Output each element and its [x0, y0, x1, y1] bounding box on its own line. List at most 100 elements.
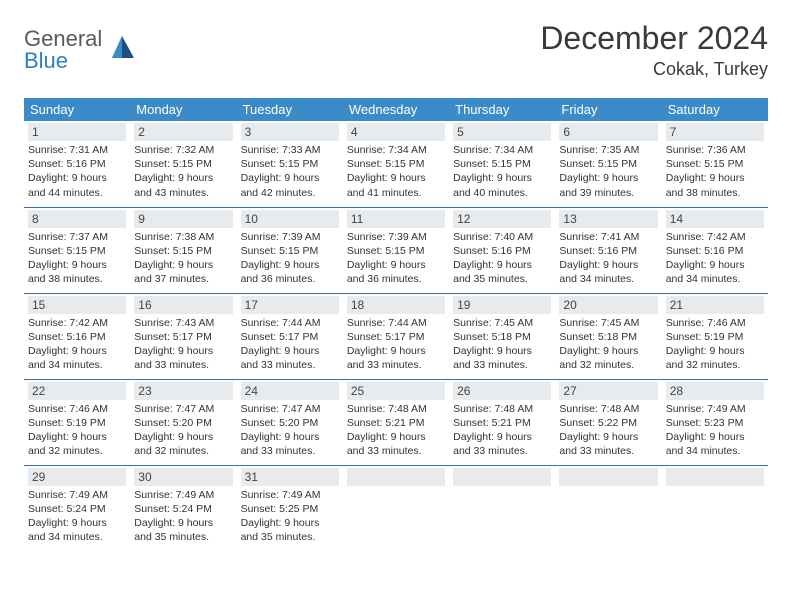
day-number: 6: [559, 123, 657, 141]
daylight-text-1: Daylight: 9 hours: [241, 171, 339, 185]
daylight-text-2: and 32 minutes.: [666, 358, 764, 372]
sunrise-text: Sunrise: 7:47 AM: [241, 402, 339, 416]
week-row: 22Sunrise: 7:46 AMSunset: 5:19 PMDayligh…: [24, 379, 768, 465]
daylight-text-1: Daylight: 9 hours: [241, 516, 339, 530]
daylight-text-2: and 34 minutes.: [666, 444, 764, 458]
sunrise-text: Sunrise: 7:49 AM: [666, 402, 764, 416]
header: General Blue December 2024 Cokak, Turkey: [24, 20, 768, 80]
day-number: 17: [241, 296, 339, 314]
sunrise-text: Sunrise: 7:49 AM: [241, 488, 339, 502]
day-header: Monday: [130, 98, 236, 121]
day-cell: [555, 465, 661, 551]
day-number: 15: [28, 296, 126, 314]
sunrise-text: Sunrise: 7:34 AM: [347, 143, 445, 157]
day-info: Sunrise: 7:32 AMSunset: 5:15 PMDaylight:…: [134, 143, 232, 200]
day-cell: 11Sunrise: 7:39 AMSunset: 5:15 PMDayligh…: [343, 207, 449, 293]
daylight-text-1: Daylight: 9 hours: [28, 516, 126, 530]
daylight-text-2: and 34 minutes.: [28, 530, 126, 544]
daylight-text-1: Daylight: 9 hours: [241, 430, 339, 444]
sunset-text: Sunset: 5:15 PM: [453, 157, 551, 171]
day-header: Thursday: [449, 98, 555, 121]
day-info: Sunrise: 7:48 AMSunset: 5:22 PMDaylight:…: [559, 402, 657, 459]
day-info: Sunrise: 7:46 AMSunset: 5:19 PMDaylight:…: [28, 402, 126, 459]
day-number: 4: [347, 123, 445, 141]
calendar-table: SundayMondayTuesdayWednesdayThursdayFrid…: [24, 98, 768, 551]
day-cell: 10Sunrise: 7:39 AMSunset: 5:15 PMDayligh…: [237, 207, 343, 293]
day-info: Sunrise: 7:46 AMSunset: 5:19 PMDaylight:…: [666, 316, 764, 373]
day-cell: 22Sunrise: 7:46 AMSunset: 5:19 PMDayligh…: [24, 379, 130, 465]
daylight-text-2: and 38 minutes.: [666, 186, 764, 200]
daylight-text-2: and 33 minutes.: [453, 358, 551, 372]
day-number: 28: [666, 382, 764, 400]
daylight-text-1: Daylight: 9 hours: [453, 171, 551, 185]
day-number: 23: [134, 382, 232, 400]
sunrise-text: Sunrise: 7:49 AM: [134, 488, 232, 502]
sunset-text: Sunset: 5:16 PM: [453, 244, 551, 258]
daylight-text-1: Daylight: 9 hours: [134, 516, 232, 530]
title-block: December 2024 Cokak, Turkey: [540, 20, 768, 80]
day-number: 7: [666, 123, 764, 141]
sunrise-text: Sunrise: 7:42 AM: [28, 316, 126, 330]
sunset-text: Sunset: 5:21 PM: [453, 416, 551, 430]
day-number: 25: [347, 382, 445, 400]
day-cell: 25Sunrise: 7:48 AMSunset: 5:21 PMDayligh…: [343, 379, 449, 465]
sunrise-text: Sunrise: 7:37 AM: [28, 230, 126, 244]
daylight-text-2: and 34 minutes.: [559, 272, 657, 286]
week-row: 8Sunrise: 7:37 AMSunset: 5:15 PMDaylight…: [24, 207, 768, 293]
day-number: 29: [28, 468, 126, 486]
daylight-text-1: Daylight: 9 hours: [241, 344, 339, 358]
day-info: Sunrise: 7:49 AMSunset: 5:24 PMDaylight:…: [134, 488, 232, 545]
day-info: Sunrise: 7:37 AMSunset: 5:15 PMDaylight:…: [28, 230, 126, 287]
week-row: 29 Sunrise: 7:49 AMSunset: 5:24 PMDayligh…: [24, 465, 768, 551]
sunset-text: Sunset: 5:16 PM: [559, 244, 657, 258]
day-number: 13: [559, 210, 657, 228]
logo-text: General Blue: [24, 28, 102, 72]
sunrise-text: Sunrise: 7:38 AM: [134, 230, 232, 244]
day-cell: 16Sunrise: 7:43 AMSunset: 5:17 PMDayligh…: [130, 293, 236, 379]
day-number: 18: [347, 296, 445, 314]
day-header-row: SundayMondayTuesdayWednesdayThursdayFrid…: [24, 98, 768, 121]
daylight-text-1: Daylight: 9 hours: [453, 258, 551, 272]
day-number: 20: [559, 296, 657, 314]
daylight-text-1: Daylight: 9 hours: [347, 430, 445, 444]
daylight-text-1: Daylight: 9 hours: [241, 258, 339, 272]
day-info: Sunrise: 7:48 AMSunset: 5:21 PMDaylight:…: [453, 402, 551, 459]
sunset-text: Sunset: 5:15 PM: [241, 244, 339, 258]
daylight-text-1: Daylight: 9 hours: [453, 344, 551, 358]
daylight-text-2: and 33 minutes.: [134, 358, 232, 372]
daylight-text-2: and 33 minutes.: [241, 444, 339, 458]
sunset-text: Sunset: 5:15 PM: [28, 244, 126, 258]
day-info: Sunrise: 7:36 AMSunset: 5:15 PMDaylight:…: [666, 143, 764, 200]
day-info: Sunrise: 7:35 AMSunset: 5:15 PMDaylight:…: [559, 143, 657, 200]
day-cell: 27Sunrise: 7:48 AMSunset: 5:22 PMDayligh…: [555, 379, 661, 465]
sunrise-text: Sunrise: 7:33 AM: [241, 143, 339, 157]
day-number: 1: [28, 123, 126, 141]
sunrise-text: Sunrise: 7:49 AM: [28, 488, 126, 502]
logo: General Blue: [24, 28, 138, 72]
daylight-text-2: and 34 minutes.: [28, 358, 126, 372]
day-number: 11: [347, 210, 445, 228]
day-cell: 29Sunrise: 7:49 AMSunset: 5:24 PMDayligh…: [24, 465, 130, 551]
day-cell: 6 Sunrise: 7:35 AMSunset: 5:15 PMDaylight…: [555, 121, 661, 207]
sunset-text: Sunset: 5:15 PM: [559, 157, 657, 171]
sunset-text: Sunset: 5:25 PM: [241, 502, 339, 516]
sunrise-text: Sunrise: 7:48 AM: [559, 402, 657, 416]
day-number: [347, 468, 445, 486]
day-number: 5: [453, 123, 551, 141]
daylight-text-1: Daylight: 9 hours: [134, 258, 232, 272]
sunrise-text: Sunrise: 7:36 AM: [666, 143, 764, 157]
daylight-text-2: and 35 minutes.: [241, 530, 339, 544]
daylight-text-1: Daylight: 9 hours: [666, 171, 764, 185]
daylight-text-2: and 44 minutes.: [28, 186, 126, 200]
sunset-text: Sunset: 5:17 PM: [134, 330, 232, 344]
day-cell: [662, 465, 768, 551]
day-info: Sunrise: 7:44 AMSunset: 5:17 PMDaylight:…: [241, 316, 339, 373]
daylight-text-2: and 33 minutes.: [559, 444, 657, 458]
daylight-text-2: and 40 minutes.: [453, 186, 551, 200]
sail-icon: [108, 34, 138, 67]
sunrise-text: Sunrise: 7:46 AM: [666, 316, 764, 330]
day-info: Sunrise: 7:49 AMSunset: 5:25 PMDaylight:…: [241, 488, 339, 545]
day-cell: 14Sunrise: 7:42 AMSunset: 5:16 PMDayligh…: [662, 207, 768, 293]
sunrise-text: Sunrise: 7:31 AM: [28, 143, 126, 157]
day-cell: 8Sunrise: 7:37 AMSunset: 5:15 PMDaylight…: [24, 207, 130, 293]
